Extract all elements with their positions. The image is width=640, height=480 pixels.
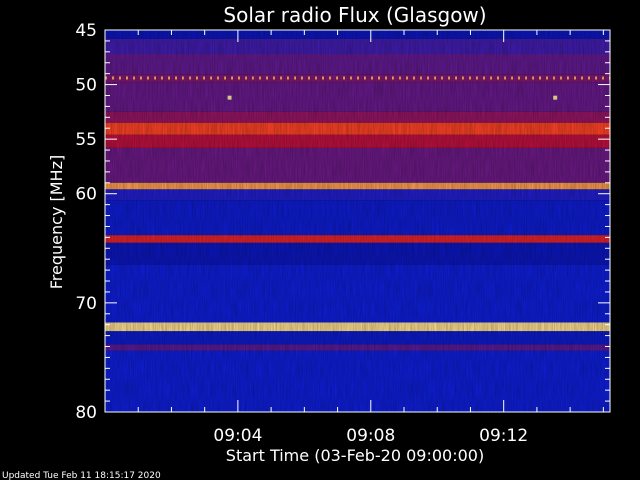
x-tick-label: 09:12 <box>479 426 528 446</box>
x-axis-ticks: 09:04 09:08 09:12 <box>104 30 604 446</box>
y-tick-label: 70 <box>75 294 97 314</box>
y-axis-label: Frequency [MHz] <box>47 155 66 289</box>
y-axis-ticks: 45 50 55 60 70 80 <box>75 21 610 423</box>
updated-timestamp: Updated Tue Feb 11 18:15:17 2020 <box>2 471 161 480</box>
y-tick-label: 80 <box>75 403 97 423</box>
chart-title: Solar radio Flux (Glasgow) <box>223 3 486 27</box>
x-tick-label: 09:04 <box>213 426 262 446</box>
noise-overlay <box>105 30 610 412</box>
x-axis-label: Start Time (03-Feb-20 09:00:00) <box>226 446 484 465</box>
y-tick-label: 45 <box>75 21 97 41</box>
plot-area <box>105 30 610 412</box>
y-tick-label: 50 <box>75 76 97 96</box>
y-tick-label: 55 <box>75 130 97 150</box>
y-tick-label: 60 <box>75 185 97 205</box>
x-tick-label: 09:08 <box>346 426 395 446</box>
plot-frame <box>104 29 611 413</box>
